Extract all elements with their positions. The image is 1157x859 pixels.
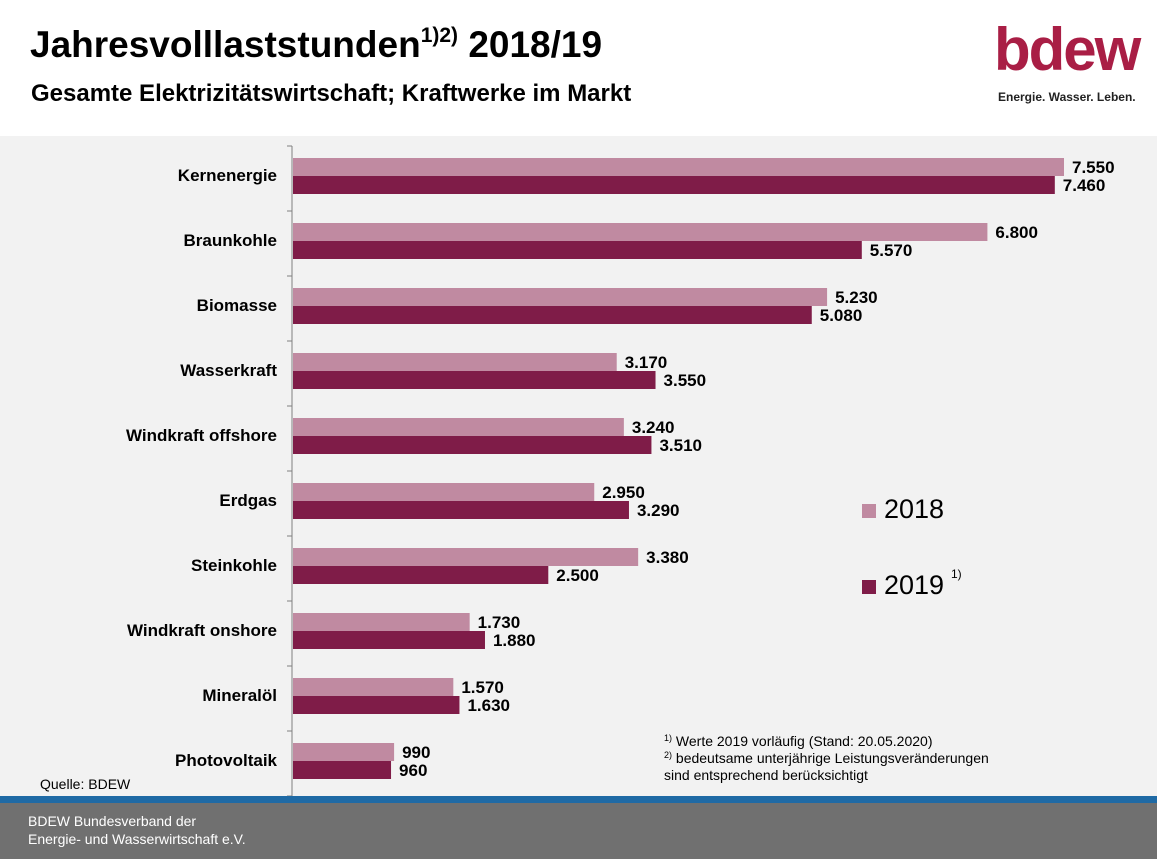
category-label: Windkraft offshore <box>126 426 277 445</box>
bar-2018 <box>293 548 639 566</box>
title-text: Jahresvolllaststunden <box>30 24 421 65</box>
bar-2019 <box>293 696 460 714</box>
data-label-2019: 2.500 <box>556 566 599 585</box>
data-label-2018: 1.730 <box>478 613 521 632</box>
bar-2019 <box>293 241 862 259</box>
bar-2018 <box>293 223 988 241</box>
footnote-2: 2) bedeutsame unterjährige Leistungsverä… <box>664 750 989 767</box>
category-label: Braunkohle <box>183 231 277 250</box>
legend-swatch-2018 <box>862 504 876 518</box>
footnote-2-text: bedeutsame unterjährige Leistungsverände… <box>672 750 989 766</box>
data-label-2019: 1.880 <box>493 631 536 650</box>
data-label-2018: 7.550 <box>1072 158 1115 177</box>
data-label-2019: 1.630 <box>467 696 510 715</box>
data-label-2018: 3.170 <box>625 353 668 372</box>
footnote-1-text: Werte 2019 vorläufig (Stand: 20.05.2020) <box>672 733 933 749</box>
bar-2018 <box>293 288 828 306</box>
bar-2019 <box>293 761 392 779</box>
data-label-2018: 1.570 <box>461 678 504 697</box>
source-note: Quelle: BDEW <box>40 776 131 792</box>
category-label: Biomasse <box>197 296 277 315</box>
data-label-2018: 6.800 <box>995 223 1038 242</box>
bar-2019 <box>293 371 656 389</box>
bdew-logo: bdew <box>994 16 1141 83</box>
bar-2018 <box>293 678 454 696</box>
bar-2019 <box>293 436 652 454</box>
data-label-2018: 2.950 <box>602 483 645 502</box>
footer: BDEW Bundesverband der Energie- und Wass… <box>0 803 1157 859</box>
header: Jahresvolllaststunden1)2) 2018/19 Gesamt… <box>0 0 1157 136</box>
footnote-1: 1) Werte 2019 vorläufig (Stand: 20.05.20… <box>664 733 989 750</box>
data-label-2018: 5.230 <box>835 288 878 307</box>
bar-2018 <box>293 418 624 436</box>
footer-org-line-2: Energie- und Wasserwirtschaft e.V. <box>28 831 246 847</box>
footnote-2-marker: 2) <box>664 750 673 760</box>
data-label-2019: 3.550 <box>664 371 707 390</box>
data-label-2018: 990 <box>402 743 430 762</box>
title-footnote-marker: 1)2) <box>420 24 459 47</box>
data-label-2018: 3.380 <box>646 548 689 567</box>
category-label: Photovoltaik <box>175 751 278 770</box>
data-label-2019: 3.290 <box>637 501 680 520</box>
bar-2019 <box>293 566 549 584</box>
bar-2019 <box>293 631 485 649</box>
legend-label-2019: 2019 <box>884 570 945 600</box>
footnote-2-continuation: sind entsprechend berücksichtigt <box>664 767 868 783</box>
data-label-2019: 5.570 <box>870 241 913 260</box>
bar-2018 <box>293 353 617 371</box>
footer-org-line-1: BDEW Bundesverband der <box>28 813 197 829</box>
title-years: 2018/19 <box>468 24 603 65</box>
bar-2019 <box>293 501 629 519</box>
legend-swatch-2019 <box>862 580 876 594</box>
chart-subtitle: Gesamte Elektrizitätswirtschaft; Kraftwe… <box>31 80 632 107</box>
category-label: Wasserkraft <box>180 361 277 380</box>
bar-2018 <box>293 483 595 501</box>
legend-footnote-marker: 1) <box>951 567 962 581</box>
bar-2018 <box>293 743 395 761</box>
category-label: Erdgas <box>219 491 277 510</box>
bar-2018 <box>293 613 470 631</box>
data-label-2019: 7.460 <box>1063 176 1106 195</box>
bar-2018 <box>293 158 1064 176</box>
logo-slogan: Energie. Wasser. Leben. <box>998 90 1136 104</box>
chart-title: Jahresvolllaststunden1)2) 2018/19 <box>30 24 602 66</box>
footer-stripe <box>0 796 1157 803</box>
data-label-2019: 5.080 <box>820 306 863 325</box>
footnote-1-marker: 1) <box>664 733 673 743</box>
footnotes: 1) Werte 2019 vorläufig (Stand: 20.05.20… <box>664 733 989 784</box>
legend-label-2018: 2018 <box>884 494 945 524</box>
category-label: Windkraft onshore <box>127 621 277 640</box>
category-label: Steinkohle <box>191 556 277 575</box>
data-label-2019: 960 <box>399 761 427 780</box>
category-label: Mineralöl <box>202 686 277 705</box>
bar-2019 <box>293 176 1055 194</box>
plot-area: Kernenergie 7.550 7.460 Braunkohle 6.800 5.57… <box>0 136 1157 796</box>
data-label-2018: 3.240 <box>632 418 675 437</box>
category-label: Kernenergie <box>178 166 277 185</box>
bar-2019 <box>293 306 812 324</box>
data-label-2019: 3.510 <box>659 436 702 455</box>
